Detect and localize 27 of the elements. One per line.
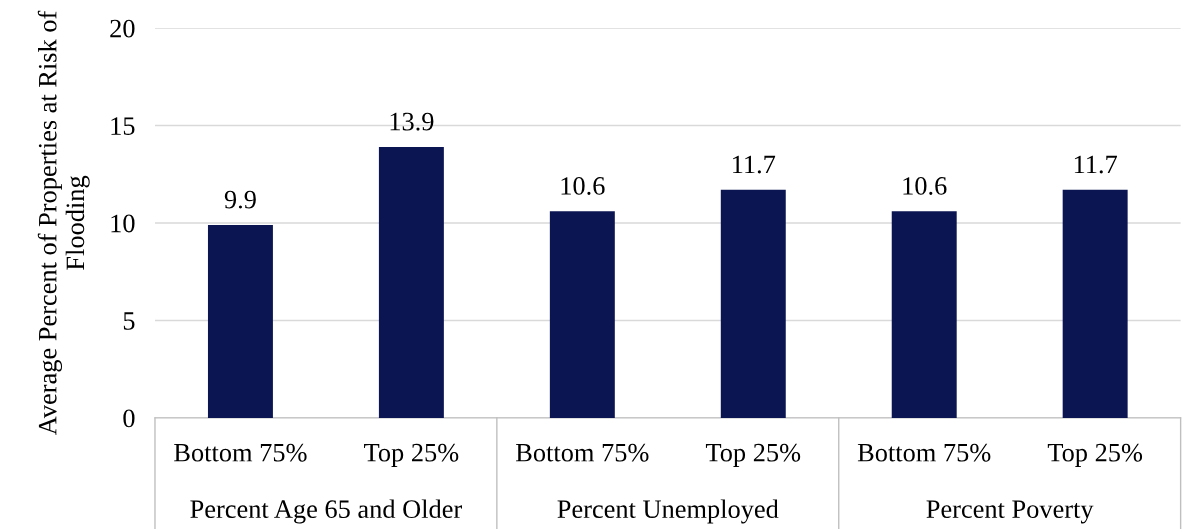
x-tick-label: Bottom 75%	[174, 443, 307, 462]
y-tick-label: 10	[111, 214, 135, 233]
bar	[549, 211, 615, 418]
bar	[720, 189, 786, 418]
text: Percent Age 65 and Older	[190, 499, 462, 524]
x-tick-label: Top 25%	[364, 443, 459, 467]
data-label: 13.9	[390, 112, 434, 131]
text: Percent Poverty	[926, 500, 1094, 524]
data-label: 11.7	[1074, 155, 1117, 174]
bar	[891, 211, 957, 418]
bar	[378, 146, 444, 418]
data-label: 10.6	[903, 177, 947, 195]
text: Percent Unemployed	[557, 499, 779, 524]
y-tick-label: 0	[123, 409, 135, 428]
y-axis-title: Average Percent of Properties at Risk of Flooding	[37, 10, 90, 435]
data-label: 10.6	[561, 177, 605, 195]
x-tick-label: Top 25%	[1047, 443, 1143, 467]
x-tick-label: Bottom 75%	[857, 443, 991, 462]
y-tick-label: 20	[110, 19, 135, 38]
data-label: 11.7	[733, 155, 776, 174]
data-label: 9.9	[224, 190, 256, 209]
bar	[207, 224, 273, 418]
x-tick-label: Top 25%	[705, 443, 801, 467]
y-tick-label: 15	[111, 117, 135, 135]
bar	[1062, 189, 1128, 418]
x-tick-label: Bottom 75%	[516, 443, 649, 462]
y-tick-label: 5	[123, 312, 135, 330]
